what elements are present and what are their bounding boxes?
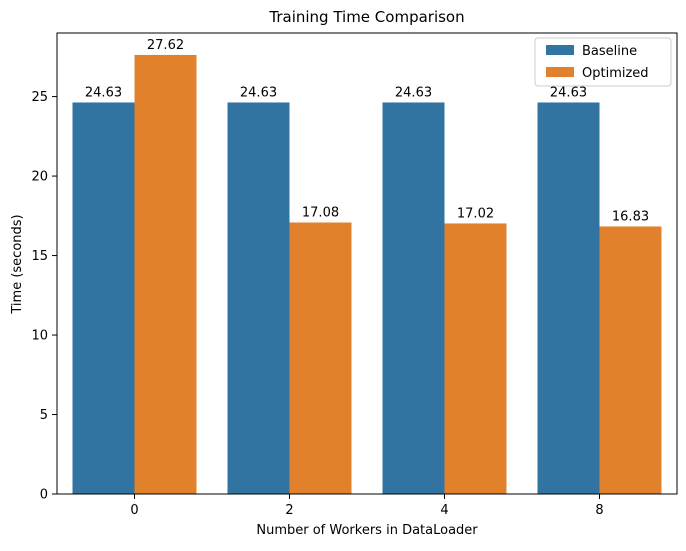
x-tick-label-4: 4: [440, 503, 448, 518]
bar-optimized-8: [599, 226, 662, 494]
data-label-baseline-0: 24.63: [85, 85, 122, 100]
bar-baseline-4: [382, 102, 445, 494]
x-tick-label-0: 0: [130, 503, 138, 518]
data-label-baseline-2: 24.63: [240, 85, 277, 100]
data-label-optimized-2: 17.08: [302, 205, 339, 220]
x-axis-ticks: 0 2 4 8: [130, 494, 604, 518]
bar-optimized-2: [289, 222, 352, 495]
bar-baseline-8: [537, 102, 600, 494]
y-axis-ticks: 0 5 10 15 20 25: [31, 90, 57, 503]
legend-swatch-optimized: [546, 67, 574, 77]
y-tick-label-15: 15: [31, 249, 48, 264]
legend: Baseline Optimized: [534, 37, 672, 87]
axes-frame: [56, 32, 678, 495]
bar-optimized-0: [134, 54, 197, 494]
legend-label-baseline: Baseline: [582, 44, 637, 59]
y-tick-label-10: 10: [31, 329, 48, 344]
y-tick-label-20: 20: [31, 170, 48, 185]
data-label-optimized-4: 17.02: [457, 206, 494, 221]
x-axis-label: Number of Workers in DataLoader: [256, 523, 478, 538]
y-tick-label-5: 5: [40, 408, 48, 423]
data-label-optimized-8: 16.83: [612, 209, 649, 224]
bar-baseline-2: [227, 102, 290, 494]
data-label-optimized-0: 27.62: [147, 38, 184, 53]
y-tick-label-0: 0: [40, 488, 48, 503]
x-tick-label-8: 8: [595, 503, 603, 518]
data-label-baseline-8: 24.63: [550, 85, 587, 100]
y-tick-label-25: 25: [31, 90, 48, 105]
legend-swatch-baseline: [546, 45, 574, 55]
y-axis-label: Time (seconds): [10, 214, 25, 314]
x-tick-label-2: 2: [285, 503, 293, 518]
bar-baseline-0: [72, 102, 135, 494]
bar-optimized-4: [444, 223, 507, 494]
plot-area: 24.63 27.62 24.63 17.08 24.63 17.02 24.63 16.83: [72, 38, 662, 495]
legend-label-optimized: Optimized: [582, 66, 649, 81]
chart-title: Training Time Comparison: [268, 8, 464, 26]
data-label-baseline-4: 24.63: [395, 85, 432, 100]
